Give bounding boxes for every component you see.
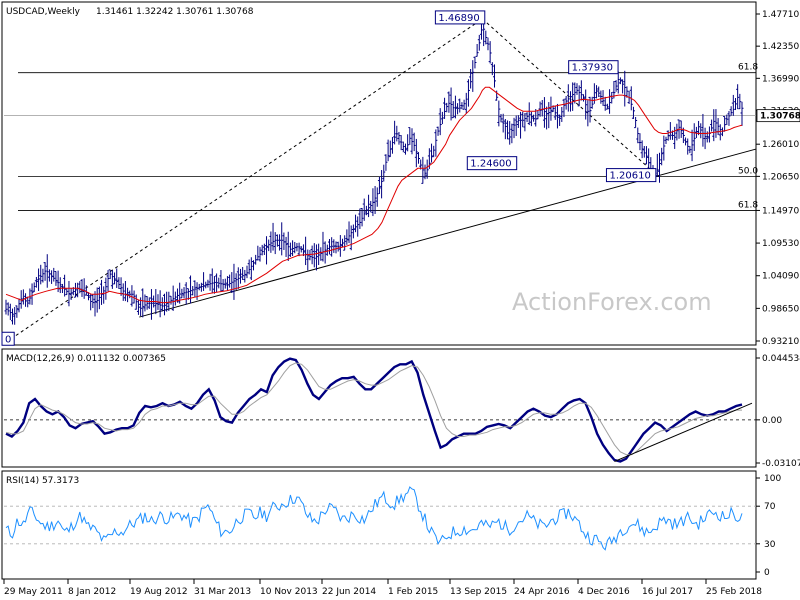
macd-panel-frame bbox=[1, 348, 757, 468]
rsi-y-tick-label: 100 bbox=[764, 474, 781, 484]
macd-line bbox=[5, 357, 743, 463]
price-y-tick-label: 1.14970 bbox=[762, 206, 799, 216]
rsi-series bbox=[4, 486, 756, 551]
price-y-tick-label: 1.26010 bbox=[762, 140, 799, 150]
rsi-y-tick-label: 0 bbox=[764, 568, 770, 578]
sma-line bbox=[5, 86, 743, 304]
x-tick-label: 8 Jan 2012 bbox=[68, 587, 116, 597]
last-price-label: 1.30768 bbox=[760, 112, 800, 122]
x-tick-label: 10 Nov 2013 bbox=[260, 587, 318, 597]
price-annotation-label: 0 bbox=[5, 334, 11, 345]
x-tick-label: 1 Feb 2015 bbox=[388, 587, 438, 597]
x-tick-label: 4 Dec 2016 bbox=[578, 587, 630, 597]
price-y-tick-label: 0.93210 bbox=[762, 337, 799, 347]
x-tick-label: 19 Aug 2012 bbox=[130, 587, 188, 597]
fib-level-label: 61.8 bbox=[738, 63, 758, 73]
x-tick-label: 13 Sep 2015 bbox=[450, 587, 507, 597]
macd-y-tick-label: 0.044534 bbox=[762, 354, 800, 364]
x-tick-label: 29 May 2011 bbox=[4, 587, 63, 597]
macd-signal-line bbox=[5, 362, 742, 456]
fib-level-label: 50.0 bbox=[738, 167, 758, 177]
macd-y-tick-label: -0.031072 bbox=[762, 459, 800, 469]
macd-y-tick-label: 0.00 bbox=[762, 416, 782, 426]
price-annotations: 1.46890 1.37930 1.24600 1.20610 0 bbox=[1, 10, 657, 346]
last-price-box bbox=[756, 109, 800, 123]
price-y-tick-label: 1.04090 bbox=[762, 272, 799, 282]
x-tick-label: 25 Feb 2018 bbox=[706, 587, 762, 597]
price-annotation-box bbox=[1, 331, 15, 346]
price-annotation-label: 1.46890 bbox=[438, 13, 479, 24]
watermark: ActionForex.com bbox=[512, 288, 712, 316]
price-y-tick-label: 1.42350 bbox=[762, 42, 799, 52]
price-annotation-box bbox=[605, 168, 657, 183]
sma-series bbox=[5, 86, 743, 304]
macd-y-axis: 0.044534 0.00 -0.031072 bbox=[756, 354, 800, 469]
price-y-tick-label: 0.98650 bbox=[762, 304, 799, 314]
macd-trend-line bbox=[614, 402, 753, 462]
last-price-marker: 1.30768 bbox=[756, 109, 800, 123]
x-tick-label: 16 Jul 2017 bbox=[642, 587, 693, 597]
macd-series bbox=[4, 357, 756, 463]
price-y-tick-label: 1.20650 bbox=[762, 172, 799, 182]
price-annotation-box bbox=[434, 10, 486, 25]
rsi-line bbox=[5, 486, 743, 551]
price-annotation-label: 1.37930 bbox=[572, 63, 613, 74]
time-x-axis: 29 May 2011 8 Jan 2012 19 Aug 2012 31 Mar 2… bbox=[3, 579, 762, 597]
x-tick-label: 22 Jun 2014 bbox=[322, 587, 376, 597]
price-panel-frame bbox=[1, 1, 757, 346]
rsi-y-tick-label: 30 bbox=[764, 540, 776, 550]
price-annotation-label: 1.24600 bbox=[470, 159, 511, 170]
rsi-title: RSI(14) 57.3173 bbox=[6, 476, 79, 486]
rsi-y-axis: 100 70 30 0 bbox=[756, 474, 781, 578]
macd-title: MACD(12,26,9) 0.011132 0.007365 bbox=[6, 354, 166, 364]
price-annotation-label: 1.20610 bbox=[609, 171, 650, 182]
price-y-tick-label: 1.09530 bbox=[762, 239, 799, 249]
rsi-y-tick-label: 70 bbox=[764, 502, 776, 512]
price-annotation-box bbox=[466, 156, 518, 171]
x-tick-label: 31 Mar 2013 bbox=[194, 587, 251, 597]
fib-level-label: 61.8 bbox=[738, 200, 758, 210]
chart-ohlc: 1.31461 1.32242 1.30761 1.30768 bbox=[96, 7, 254, 17]
price-annotation-box bbox=[568, 60, 619, 75]
price-y-tick-label: 1.47710 bbox=[762, 10, 799, 20]
x-tick-label: 24 Apr 2016 bbox=[514, 587, 570, 597]
rsi-panel-frame bbox=[1, 470, 757, 580]
price-y-tick-label: 1.36990 bbox=[762, 74, 799, 84]
chart-symbol: USDCAD,Weekly bbox=[6, 7, 81, 17]
